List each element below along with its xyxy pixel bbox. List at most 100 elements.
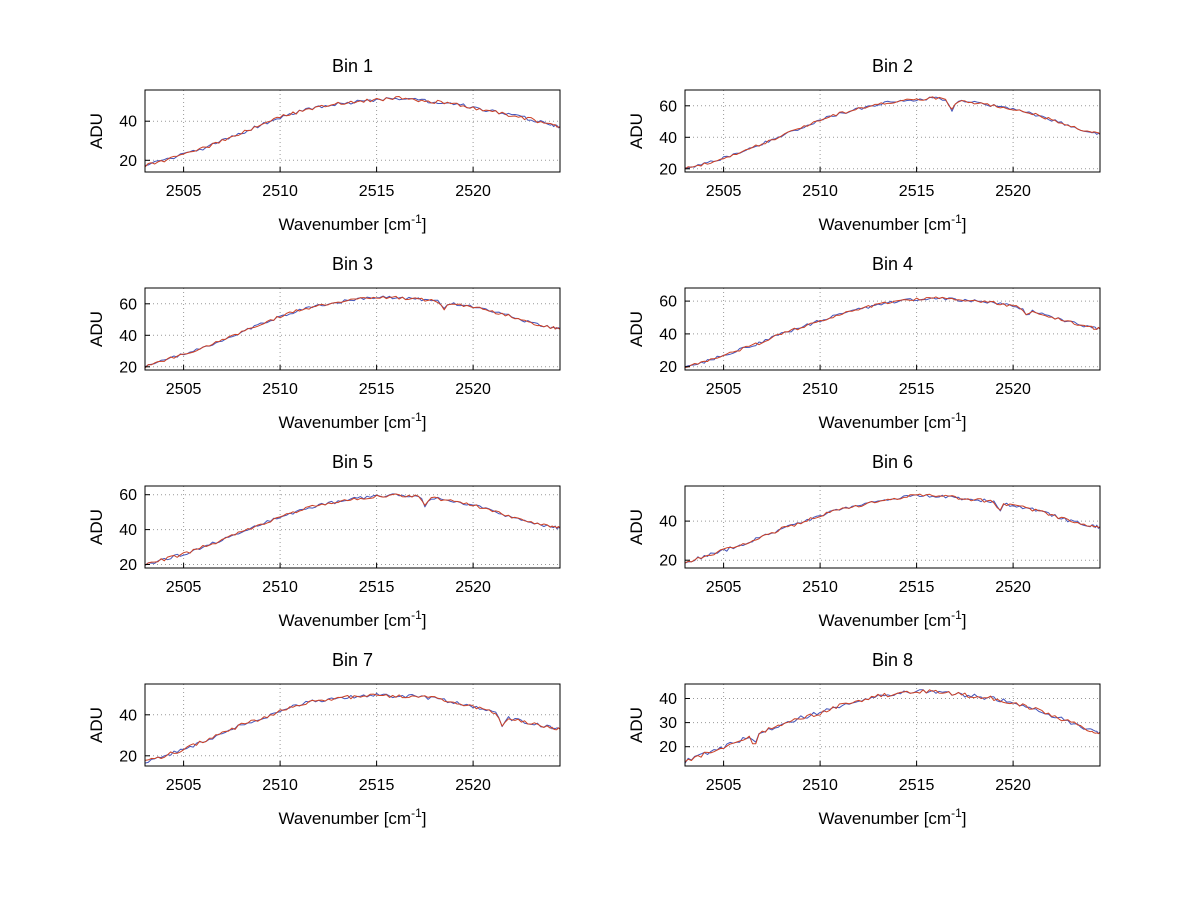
- y-tick-label: 40: [119, 328, 137, 345]
- plot-title: Bin 7: [332, 650, 373, 670]
- x-tick-label: 2505: [166, 381, 202, 398]
- y-tick-label: 20: [659, 553, 677, 570]
- subplot-bin-4: 2505 2510 2515 2520 20 40 60 Bin 4 ADU Wavenumber…: [570, 246, 1130, 466]
- x-axis-label: Wavenumber [cm-1]: [819, 212, 967, 234]
- y-tick-label: 40: [659, 691, 677, 708]
- x-tick-label: 2505: [166, 777, 202, 794]
- x-tick-label: 2505: [706, 777, 742, 794]
- y-axis-label: ADU: [627, 707, 646, 743]
- subplot-svg-bin-8: 2505 2510 2515 2520 20 30 40 Bin 8 ADU Wavenumber…: [627, 650, 1101, 828]
- subplot-svg-bin-6: 2505 2510 2515 2520 20 40 Bin 6 ADU Wavenumber […: [627, 452, 1101, 630]
- trace-blue: [144, 97, 561, 166]
- plot-title: Bin 6: [872, 452, 913, 472]
- y-tick-label: 20: [119, 153, 137, 170]
- subplot-svg-bin-2: 2505 2510 2515 2520 20 40 60 Bin 2 ADU Wavenumber…: [627, 56, 1101, 234]
- subplot-svg-bin-1: 2505 2510 2515 2520 20 40 Bin 1 ADU Wavenumber […: [87, 56, 561, 234]
- subplot-bin-2: 2505 2510 2515 2520 20 40 60 Bin 2 ADU Wavenumber…: [570, 48, 1130, 268]
- trace-red: [144, 295, 561, 369]
- x-tick-label: 2510: [802, 183, 838, 200]
- trace-blue: [684, 689, 1101, 764]
- x-tick-label: 2510: [802, 381, 838, 398]
- x-tick-label: 2510: [262, 183, 298, 200]
- subplot-bin-3: 2505 2510 2515 2520 20 40 60 Bin 3 ADU Wavenumber…: [30, 246, 590, 466]
- x-tick-label: 2505: [706, 183, 742, 200]
- x-tick-label: 2510: [802, 777, 838, 794]
- y-axis-label: ADU: [87, 311, 106, 347]
- x-axis-label: Wavenumber [cm-1]: [279, 806, 427, 828]
- x-axis-label: Wavenumber [cm-1]: [279, 608, 427, 630]
- x-tick-label: 2515: [359, 183, 395, 200]
- x-tick-label: 2510: [262, 777, 298, 794]
- axis-box: [684, 485, 1101, 569]
- axis-box: [144, 287, 561, 371]
- subplot-svg-bin-3: 2505 2510 2515 2520 20 40 60 Bin 3 ADU Wavenumber…: [87, 254, 561, 432]
- x-tick-label: 2520: [455, 183, 491, 200]
- trace-red: [684, 689, 1101, 763]
- axis-box: [684, 89, 1101, 173]
- y-tick-label: 40: [659, 130, 677, 147]
- plot-title: Bin 8: [872, 650, 913, 670]
- y-axis-label: ADU: [627, 113, 646, 149]
- subplot-bin-1: 2505 2510 2515 2520 20 40 Bin 1 ADU Wavenumber […: [30, 48, 590, 268]
- x-tick-label: 2520: [995, 183, 1031, 200]
- y-axis-label: ADU: [87, 509, 106, 545]
- subplot-bin-7: 2505 2510 2515 2520 20 40 Bin 7 ADU Wavenumber […: [30, 642, 590, 862]
- trace-blue: [684, 297, 1101, 368]
- subplot-svg-bin-5: 2505 2510 2515 2520 20 40 60 Bin 5 ADU Wavenumber…: [87, 452, 561, 630]
- y-axis-label: ADU: [87, 113, 106, 149]
- plot-title: Bin 5: [332, 452, 373, 472]
- y-tick-label: 60: [119, 487, 137, 504]
- y-tick-label: 20: [659, 161, 677, 178]
- y-axis-label: ADU: [627, 509, 646, 545]
- y-axis-label: ADU: [627, 311, 646, 347]
- x-tick-label: 2515: [899, 381, 935, 398]
- x-tick-label: 2510: [802, 579, 838, 596]
- trace-blue: [144, 692, 561, 764]
- y-tick-label: 20: [659, 739, 677, 756]
- x-tick-label: 2520: [995, 381, 1031, 398]
- x-tick-label: 2520: [995, 579, 1031, 596]
- x-tick-label: 2505: [166, 183, 202, 200]
- x-axis-label: Wavenumber [cm-1]: [819, 410, 967, 432]
- plot-title: Bin 1: [332, 56, 373, 76]
- trace-red: [144, 96, 561, 168]
- y-tick-label: 60: [659, 98, 677, 115]
- y-tick-label: 20: [119, 359, 137, 376]
- x-tick-label: 2520: [455, 777, 491, 794]
- y-tick-label: 40: [659, 514, 677, 531]
- x-tick-label: 2510: [262, 381, 298, 398]
- x-tick-label: 2515: [359, 777, 395, 794]
- x-axis-label: Wavenumber [cm-1]: [279, 212, 427, 234]
- plot-title: Bin 4: [872, 254, 913, 274]
- trace-red: [684, 493, 1101, 564]
- x-tick-label: 2520: [455, 381, 491, 398]
- y-tick-label: 40: [119, 522, 137, 539]
- y-tick-label: 60: [659, 294, 677, 311]
- x-tick-label: 2515: [359, 579, 395, 596]
- plot-title: Bin 3: [332, 254, 373, 274]
- x-axis-label: Wavenumber [cm-1]: [819, 806, 967, 828]
- subplot-svg-bin-7: 2505 2510 2515 2520 20 40 Bin 7 ADU Wavenumber […: [87, 650, 561, 828]
- y-tick-label: 20: [659, 359, 677, 376]
- axis-box: [144, 89, 561, 173]
- plot-title: Bin 2: [872, 56, 913, 76]
- trace-red: [684, 96, 1101, 170]
- y-tick-label: 60: [119, 296, 137, 313]
- axis-box: [684, 683, 1101, 767]
- x-tick-label: 2515: [359, 381, 395, 398]
- x-tick-label: 2515: [899, 579, 935, 596]
- x-tick-label: 2505: [706, 579, 742, 596]
- x-axis-label: Wavenumber [cm-1]: [819, 608, 967, 630]
- x-axis-label: Wavenumber [cm-1]: [279, 410, 427, 432]
- x-tick-label: 2520: [995, 777, 1031, 794]
- trace-red: [684, 296, 1101, 369]
- subplot-bin-5: 2505 2510 2515 2520 20 40 60 Bin 5 ADU Wavenumber…: [30, 444, 590, 664]
- x-tick-label: 2505: [166, 579, 202, 596]
- y-tick-label: 20: [119, 557, 137, 574]
- trace-red: [144, 493, 561, 566]
- x-tick-label: 2505: [706, 381, 742, 398]
- axis-box: [144, 683, 561, 767]
- trace-red: [144, 693, 561, 761]
- y-tick-label: 40: [119, 707, 137, 724]
- x-tick-label: 2520: [455, 579, 491, 596]
